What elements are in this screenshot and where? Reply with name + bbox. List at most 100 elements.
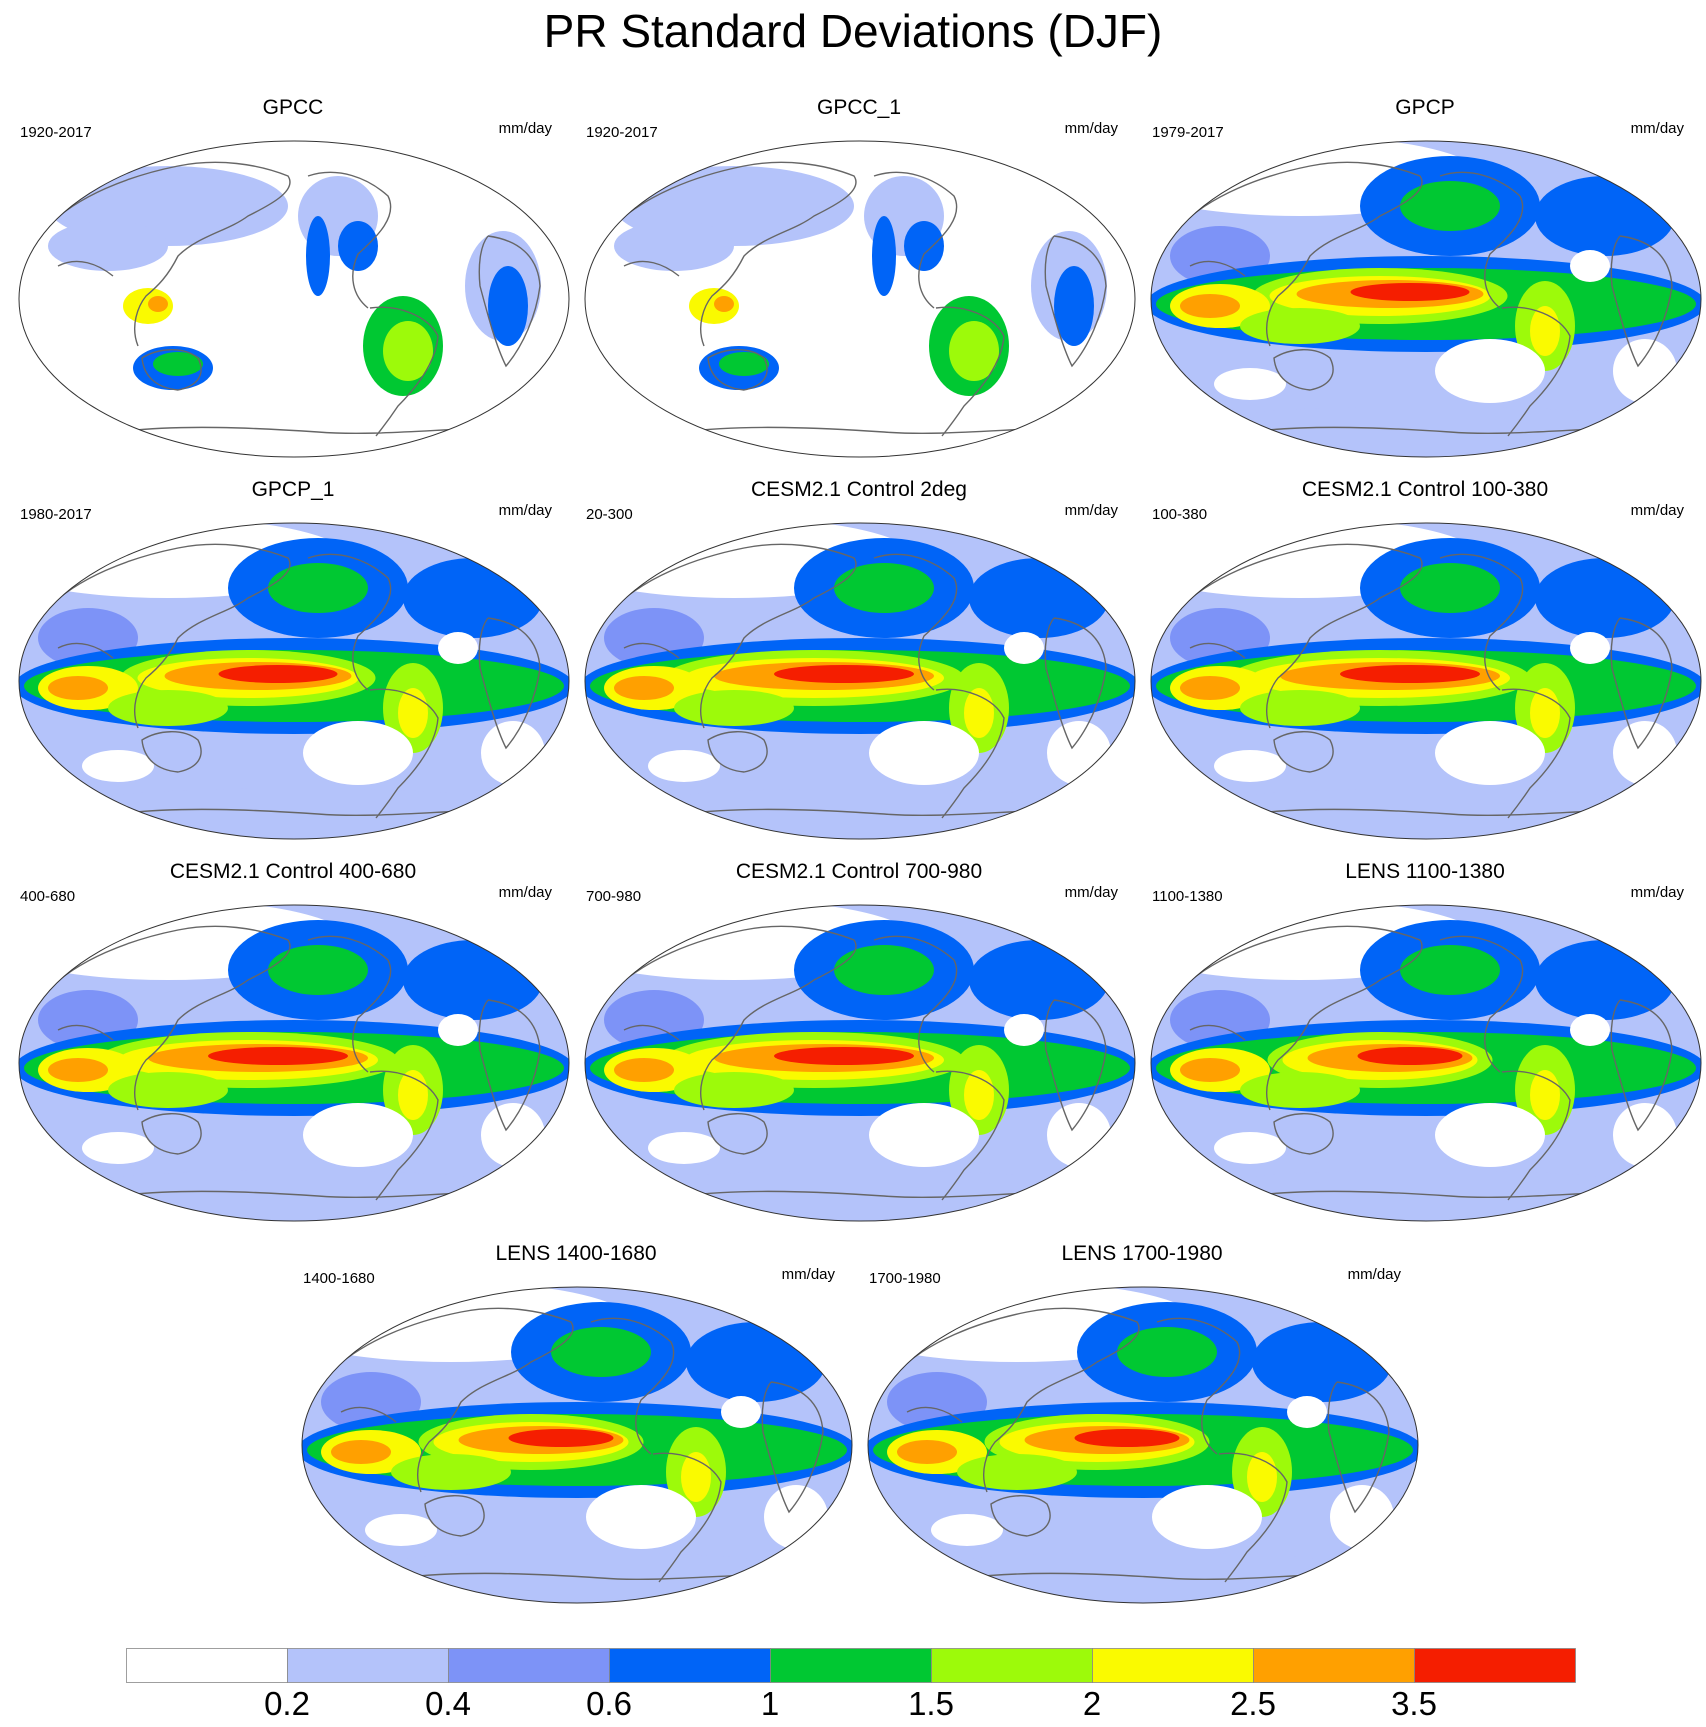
map-field [585,523,1135,839]
coastline-antarctica [683,426,1055,435]
coastline-north-america [1439,553,1524,691]
se-pacific-dry [1435,721,1545,785]
coastline-australia [707,349,768,391]
southern-ocean [1151,406,1701,457]
indian-ocean-peak [614,1058,674,1082]
coastline-antarctica [117,426,489,435]
se-pacific-dry [869,721,979,785]
coastline-antarctica [966,1572,1338,1581]
coastline-africa [1327,1381,1390,1514]
sahara-dry [1570,632,1610,664]
map-plot [584,140,1136,458]
coastline-north-america [1439,935,1524,1073]
coastline-south-america [369,688,439,819]
coastline-australia [707,731,768,773]
coastline-africa [478,617,541,750]
se-atlantic-dry [1613,721,1677,785]
map-plot [18,904,570,1222]
figure-title: PR Standard Deviations (DJF) [543,5,1163,57]
coastline-africa [1610,999,1673,1132]
panel-title: LENS 1400-1680 [495,1242,657,1265]
panel-years: 100-380 [1152,506,1208,523]
spcz [391,1454,511,1490]
map-border [301,1286,853,1604]
southern-ocean [19,788,569,839]
coastline-africa [761,1381,824,1514]
southern-ocean [868,1552,1418,1603]
se-atlantic-dry [1047,1103,1111,1167]
panel-units: mm/day [498,120,552,137]
coastline-eurasia [1179,161,1423,347]
north-pacific-core [1117,1327,1217,1377]
map-border [1150,904,1702,1222]
itcz-max [208,1047,348,1065]
s-indian-dry [82,1132,154,1164]
se-pacific-dry [303,721,413,785]
panel-years: 1400-1680 [303,1270,375,1287]
map-plot [18,522,570,840]
map-field [1151,141,1701,457]
coastline-australia [141,731,202,773]
se-atlantic-dry [1047,721,1111,785]
map-plot [18,140,570,458]
se-atlantic-dry [764,1485,828,1549]
panel-title: CESM2.1 Control 2deg [751,478,967,501]
panel-units: mm/day [1064,502,1118,519]
coastline-australia [141,1113,202,1155]
panel-title: GPCP [1395,96,1455,119]
map-plot [1150,522,1702,840]
sahara-dry [1570,250,1610,282]
itcz-max [1074,1429,1180,1447]
se-pacific-dry [1152,1485,1262,1549]
panel-title: CESM2.1 Control 700-980 [735,860,983,883]
coastline-antarctica [1249,808,1621,817]
se-pacific-dry [586,1485,696,1549]
southern-ocean [585,788,1135,839]
coastline-antarctica [117,1190,489,1199]
colorbar-tick-label: 0.6 [586,1685,632,1722]
panel-units: mm/day [1064,884,1118,901]
panel-years: 1920-2017 [20,124,92,141]
coastline-africa [1610,235,1673,368]
map-border [1150,140,1702,458]
s-indian-dry [1214,1132,1286,1164]
map-field [19,141,569,457]
panel-units: mm/day [1630,502,1684,519]
map-plot [1150,904,1702,1222]
panel-years: 1979-2017 [1152,124,1224,141]
north-atlantic-storm [969,558,1109,638]
coastline-africa [1044,617,1107,750]
coastline-antarctica [1249,426,1621,435]
panel-units: mm/day [1347,1266,1401,1283]
itcz-max [218,665,338,683]
colorbar-box [931,1648,1093,1683]
southern-ocean [585,1170,1135,1221]
colorbar-tick-label: 0.4 [425,1685,471,1722]
coastline-north-america [1439,171,1524,309]
se-atlantic-dry [481,1103,545,1167]
spcz [1240,1072,1360,1108]
coastline-south-america [1218,1452,1288,1583]
se-atlantic-dry [481,721,545,785]
north-atlantic-storm [1252,1322,1392,1402]
north-atlantic-storm [1535,940,1675,1020]
colorbar-tick-label: 1.5 [908,1685,954,1722]
coastline-australia [424,1495,485,1537]
north-pacific-core [834,563,934,613]
indian-ocean-peak [1180,1058,1240,1082]
s-indian-dry [365,1514,437,1546]
coastline-eurasia [896,1307,1140,1493]
coastline-eurasia [47,161,291,347]
west-asia-land [48,221,168,271]
s-indian-dry [1214,750,1286,782]
map-border [584,522,1136,840]
se-pacific-dry [869,1103,979,1167]
coastline-south-america [369,1070,439,1201]
colorbar-box [287,1648,449,1683]
map-panel: GPCC 1920-2017 mm/day [10,96,576,468]
coastline-australia [990,1495,1051,1537]
panel-units: mm/day [1630,884,1684,901]
north-atlantic-storm [403,940,543,1020]
coastline-north-america [307,935,392,1073]
coastline-australia [707,1113,768,1155]
